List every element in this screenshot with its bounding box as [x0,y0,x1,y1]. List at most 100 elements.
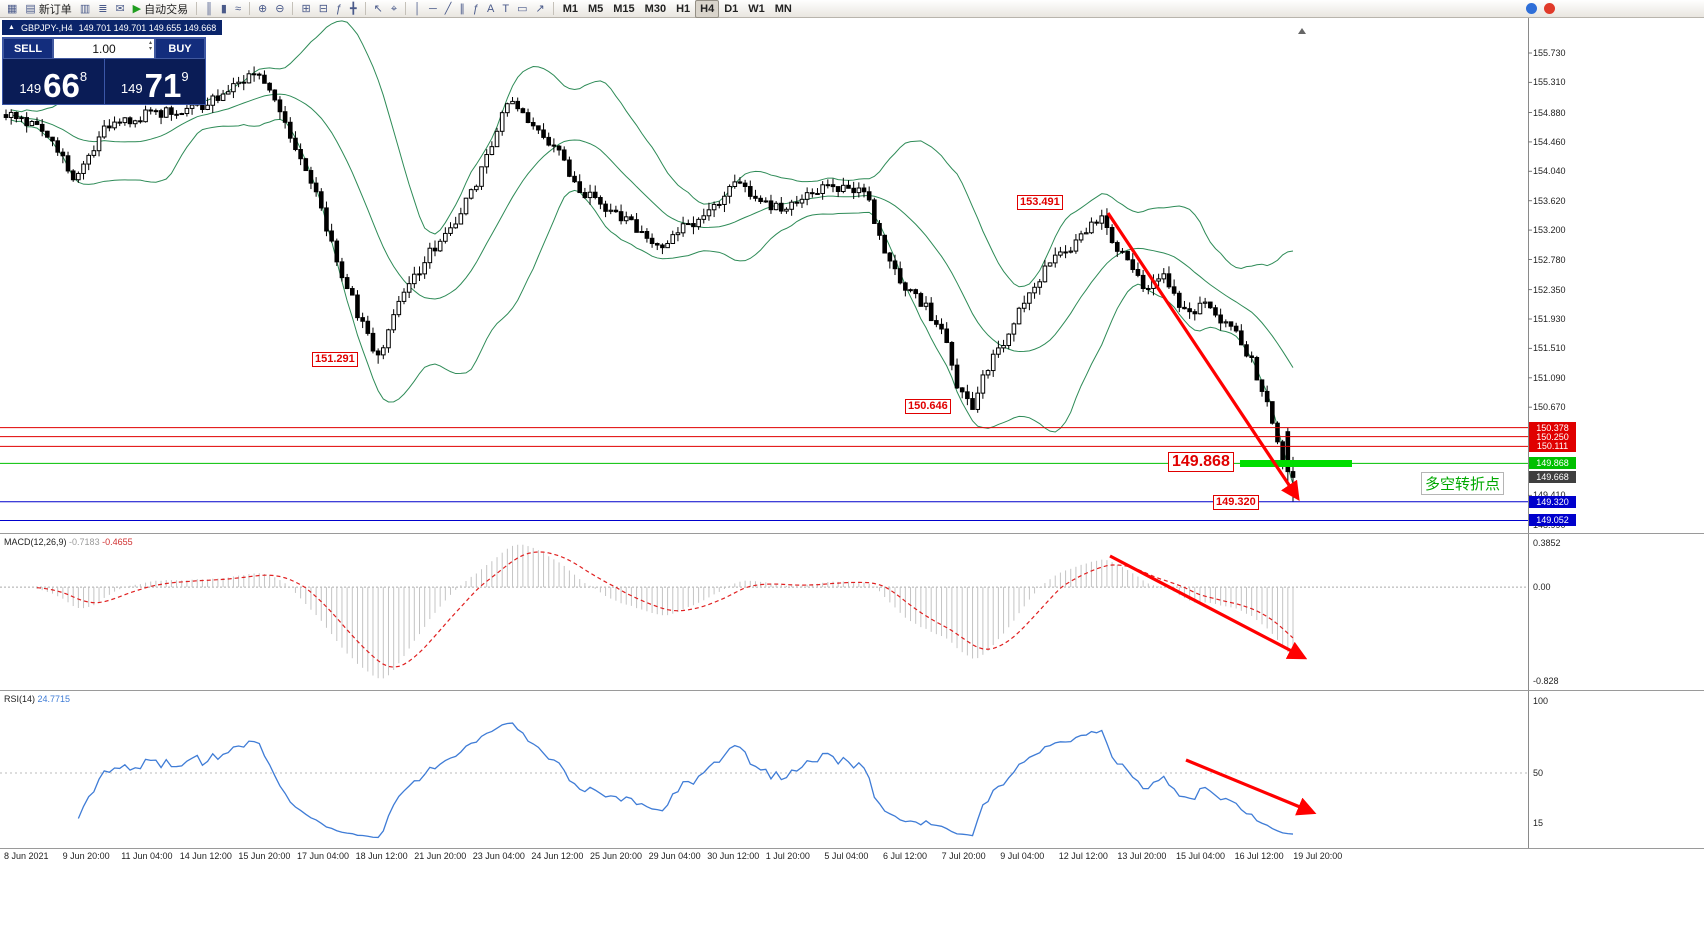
ask-price[interactable]: 149 71 9 [103,59,206,104]
arrow-tool-icon: ↗ [535,2,545,15]
zoom-in-icon: ⊕ [258,2,268,15]
label-tool-icon: T [502,2,510,15]
macd-scale-zero: 0.00 [1533,582,1551,593]
timeframe-mn[interactable]: MN [774,2,792,15]
time-axis-label: 29 Jun 04:00 [648,851,701,861]
time-axis-label: 23 Jun 04:00 [472,851,525,861]
toolbar-separator [292,2,294,15]
new-order-icon: ▤ [25,2,36,15]
cursor-icon: ↖ [373,2,383,15]
line-chart-mode-icon[interactable]: ≈ [231,1,245,17]
horizontal-line-tool-icon: ─ [428,2,437,15]
toolbar-separator [249,2,251,15]
fibonacci-tool-icon[interactable]: ƒ [469,1,483,17]
toolbar-separator [552,2,554,15]
rsi-indicator-header: RSI(14) 24.7715 [4,694,71,704]
price-annotation-label[interactable]: 149.868 [1168,452,1234,472]
sell-button[interactable]: SELL [3,38,53,59]
toolbar-separator [405,2,407,15]
rsi-level-100: 100 [1533,696,1549,706]
price-tag: 149.320 [1529,495,1576,508]
bar-chart-mode-icon[interactable]: ║ [201,1,217,17]
tile-windows-icon[interactable]: ⊞ [297,1,314,17]
profiles-icon[interactable]: ≣ [94,1,111,17]
price-scale-label: 154.460 [1533,136,1566,147]
timeframe-d1[interactable]: D1 [724,2,739,15]
crosshair-icon[interactable]: ⌖ [387,1,401,17]
channel-tool-icon[interactable]: ∥ [455,1,469,17]
new-order-button[interactable]: ▤ 新订单 [25,2,72,16]
crosshair-icon: ⌖ [390,2,398,15]
candlestick-mode-icon[interactable]: ▮ [217,1,231,17]
text-tool-icon[interactable]: A [483,1,498,17]
time-axis-label: 7 Jul 20:00 [941,851,986,861]
timeframe-h4[interactable]: H4 [695,0,720,18]
rsi-value: 24.7715 [37,694,71,704]
timeframe-m1[interactable]: M1 [562,2,578,15]
price-tag: 149.868 [1529,457,1576,470]
trendline-tool-icon[interactable]: ╱ [441,1,456,17]
symbol-info-bar: ▲ GBPJPY-,H4 149.701 149.701 149.655 149… [2,20,223,35]
timeframe-w1[interactable]: W1 [748,2,765,15]
timeframe-h1[interactable]: H1 [676,2,691,15]
alerts-icon[interactable]: ✉ [111,1,128,17]
time-axis-label: 16 Jul 12:00 [1234,851,1284,861]
channel-tool-icon: ∥ [459,2,465,15]
vertical-line-tool-icon[interactable]: │ [410,1,425,17]
volume-input[interactable]: 1.00 ▴ ▾ [53,38,155,59]
time-axis-label: 13 Jul 20:00 [1117,851,1167,861]
price-annotation-label[interactable]: 149.320 [1213,495,1259,510]
chart-windows-icon[interactable]: ▥ [76,1,94,17]
expander-icon[interactable]: ▲ [8,24,15,31]
time-axis-label: 9 Jul 04:00 [1000,851,1045,861]
buy-button[interactable]: BUY [155,38,205,59]
chart-windows-icon: ▥ [79,2,91,15]
time-axis-label: 9 Jun 20:00 [62,851,110,861]
zoom-out-icon[interactable]: ⊖ [271,1,288,17]
indicators-list-icon[interactable]: ƒ [332,1,346,17]
label-tool-icon[interactable]: T [498,1,513,17]
time-axis-label: 24 Jun 12:00 [531,851,584,861]
price-annotation-label[interactable]: 153.491 [1017,195,1063,210]
shapes-tool-icon[interactable]: ▭ [513,1,531,17]
time-axis-label: 15 Jul 04:00 [1176,851,1226,861]
add-object-icon: ╋ [350,2,357,15]
price-scale-label: 152.780 [1533,254,1566,265]
new-chart-icon[interactable]: ▦ [3,1,21,17]
profiles-icon: ≣ [98,2,108,15]
cursor-icon[interactable]: ↖ [370,1,387,17]
time-axis-label: 5 Jul 04:00 [824,851,869,861]
timeframe-m5[interactable]: M5 [587,2,604,15]
horizontal-line-tool-icon[interactable]: ─ [425,1,441,17]
macd-signal-value: -0.4655 [102,537,133,547]
time-axis-label: 21 Jun 20:00 [414,851,467,861]
macd-main-value: -0.7183 [69,537,100,547]
community-status-icon[interactable] [1526,3,1537,14]
price-scale-label: 154.040 [1533,166,1566,177]
indicators-list-icon: ƒ [335,2,343,15]
macd-scale-max: 0.3852 [1533,538,1561,548]
one-click-trading-panel: SELL 1.00 ▴ ▾ BUY 149 66 8 149 71 9 [2,37,206,105]
auto-arrange-icon[interactable]: ⊟ [315,1,332,17]
price-annotation-label[interactable]: 151.291 [312,352,358,367]
timeframe-m15[interactable]: M15 [613,2,635,15]
new-chart-icon: ▦ [7,2,18,15]
zoom-in-icon[interactable]: ⊕ [254,1,271,17]
arrow-tool-icon[interactable]: ↗ [531,1,548,17]
time-axis-label: 17 Jun 04:00 [297,851,350,861]
add-object-icon[interactable]: ╋ [346,1,361,17]
turning-point-note[interactable]: 多空转折点 [1421,472,1505,495]
connection-status-icon[interactable] [1544,3,1555,14]
timeframe-m30[interactable]: M30 [644,2,667,15]
time-axis-label: 15 Jun 20:00 [238,851,291,861]
time-axis-label: 11 Jun 04:00 [121,851,173,861]
toolbar-separator [364,2,366,15]
bar-chart-mode-icon: ║ [205,2,213,15]
price-annotation-label[interactable]: 150.646 [905,399,951,414]
autotrading-button[interactable]: ▶ 自动交易 [132,2,189,16]
tile-windows-icon: ⊞ [301,2,311,15]
volume-spinner-icon[interactable]: ▴ ▾ [148,40,152,52]
time-axis-label: 1 Jul 20:00 [765,851,810,861]
bid-price[interactable]: 149 66 8 [19,66,88,104]
